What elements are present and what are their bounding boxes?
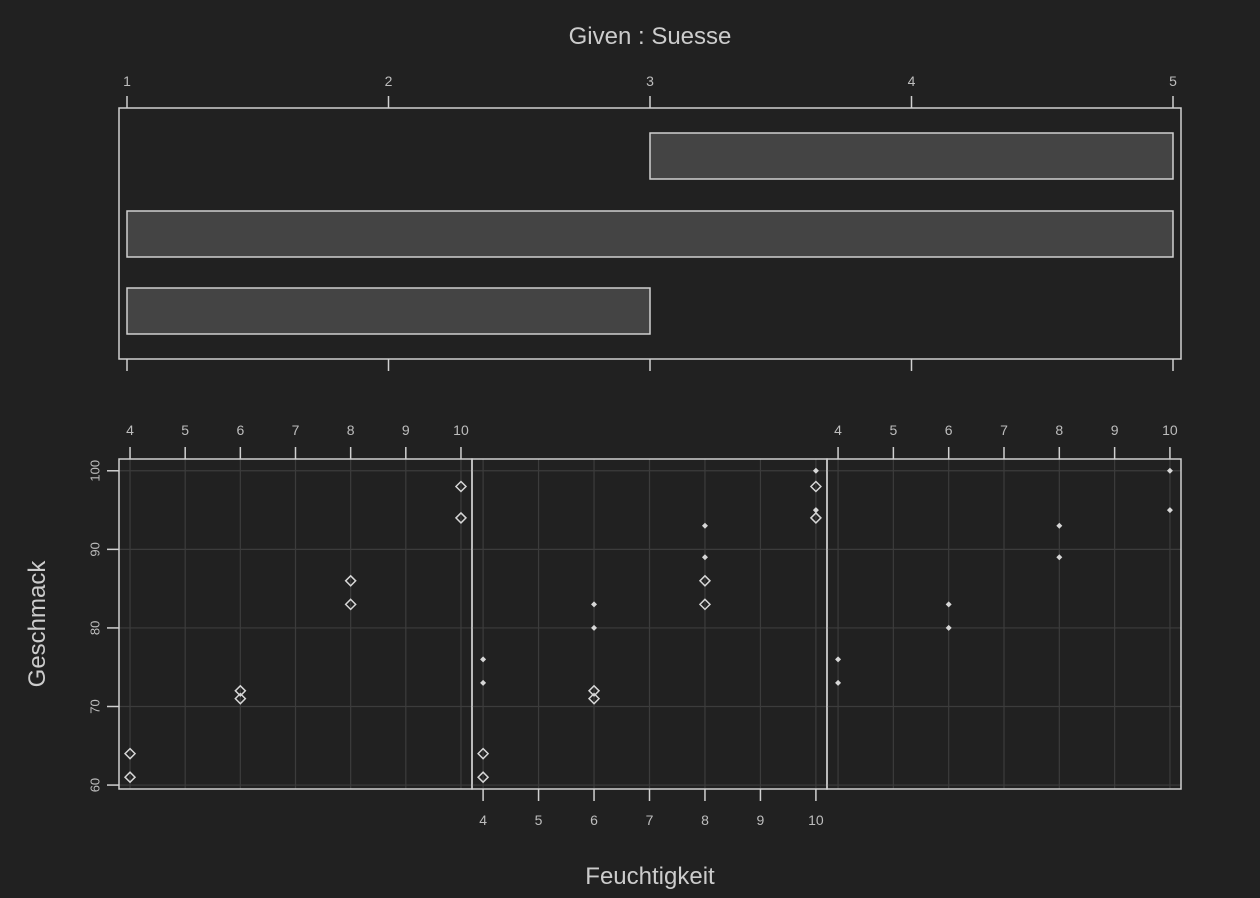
given-interval-bar (126, 210, 1174, 258)
data-point-dot (812, 467, 819, 474)
given-tick-label: 5 (1169, 73, 1177, 89)
x-tick-label: 4 (126, 422, 134, 438)
chart-title: Given : Suesse (569, 23, 732, 50)
data-point-dot (591, 601, 598, 608)
data-point-dot (945, 601, 952, 608)
x-tick-label: 10 (808, 812, 824, 828)
x-tick-label: 7 (646, 812, 654, 828)
data-point-dot (812, 507, 819, 514)
scatter-panel-2: 4 5 6 7 8 9 10 (471, 458, 828, 828)
x-tick-label: 9 (1111, 422, 1119, 438)
data-point-diamond (344, 574, 357, 587)
data-point-diamond (344, 598, 357, 611)
data-point-diamond (809, 511, 822, 524)
x-tick-label: 5 (889, 422, 897, 438)
x-tick-label: 7 (292, 422, 300, 438)
data-point-diamond (454, 480, 468, 493)
data-point-diamond (477, 747, 490, 760)
x-tick-label: 5 (181, 422, 189, 438)
data-point-diamond (123, 771, 137, 784)
x-tick-label: 9 (402, 422, 410, 438)
given-tick-label: 3 (646, 73, 654, 89)
data-point-dot (1056, 522, 1063, 529)
x-tick-label: 8 (347, 422, 355, 438)
data-point-dot (701, 522, 708, 529)
data-point-dot (835, 656, 842, 663)
x-tick-label: 6 (236, 422, 244, 438)
data-point-diamond (123, 747, 137, 760)
given-tick-label: 1 (123, 73, 131, 89)
data-point-diamond (234, 692, 247, 705)
x-tick-label: 10 (453, 422, 469, 438)
data-point-dot (1056, 554, 1063, 561)
y-tick-label: 90 (88, 542, 103, 556)
y-tick-label: 100 (88, 460, 103, 482)
given-interval-bar (649, 132, 1174, 180)
data-point-dot (591, 624, 598, 631)
data-point-dot (835, 679, 842, 686)
x-tick-label: 8 (701, 812, 709, 828)
data-point-diamond (809, 480, 822, 493)
given-tick-label: 4 (908, 73, 916, 89)
y-tick-label: 80 (88, 621, 103, 635)
x-tick-label: 10 (1162, 422, 1178, 438)
data-point-diamond (698, 598, 712, 611)
x-tick-label: 8 (1055, 422, 1063, 438)
given-panel: 1 2 3 4 5 (118, 73, 1182, 371)
data-point-dot (1166, 507, 1173, 514)
scatter-panels: 4 5 6 7 8 9 10 4 5 6 7 8 9 10 4 5 6 7 8 9 10 60 70 80 90 100 (88, 422, 1182, 828)
x-tick-label: 4 (479, 812, 487, 828)
x-axis-label: Feuchtigkeit (585, 863, 715, 890)
data-point-dot (480, 679, 487, 686)
data-point-diamond (698, 574, 712, 587)
x-tick-label: 5 (535, 812, 543, 828)
x-tick-label: 4 (834, 422, 842, 438)
data-point-diamond (477, 771, 490, 784)
data-point-dot (1166, 467, 1173, 474)
y-tick-label: 60 (88, 778, 103, 792)
panel-frame (826, 458, 1182, 790)
given-interval-bar (126, 287, 651, 335)
data-point-diamond (454, 511, 468, 524)
data-point-dot (480, 656, 487, 663)
x-tick-label: 9 (757, 812, 765, 828)
data-point-diamond (587, 684, 601, 697)
data-point-dot (945, 624, 952, 631)
scatter-panel-1: 4 5 6 7 8 9 10 (118, 422, 473, 790)
data-point-diamond (234, 684, 247, 697)
data-point-diamond (587, 692, 601, 705)
x-tick-label: 7 (1000, 422, 1008, 438)
data-point-dot (701, 554, 708, 561)
x-tick-label: 6 (945, 422, 953, 438)
y-axis-label: Geschmack (24, 560, 51, 688)
given-tick-label: 2 (385, 73, 393, 89)
y-tick-label: 70 (88, 699, 103, 713)
y-axis: 60 70 80 90 100 (88, 460, 119, 792)
x-tick-label: 6 (590, 812, 598, 828)
scatter-panel-3: 4 5 6 7 8 9 10 (826, 422, 1182, 790)
